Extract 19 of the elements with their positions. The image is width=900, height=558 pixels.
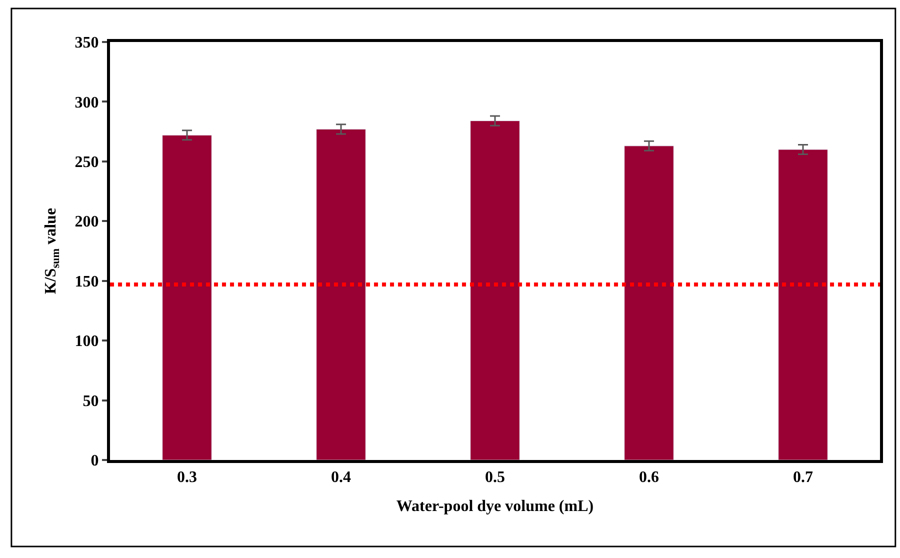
- y-tick-label: 0: [90, 452, 99, 470]
- y-tick-label: 100: [74, 333, 99, 350]
- bar: [316, 128, 366, 460]
- y-tick-label: 250: [74, 154, 99, 172]
- x-tick-label: 0.6: [639, 469, 659, 486]
- bar: [624, 146, 674, 460]
- y-tick-label: 300: [74, 94, 99, 112]
- x-tick-label: 0.3: [177, 469, 197, 486]
- bar: [470, 120, 520, 460]
- x-axis-title: Water-pool dye volume (mL): [396, 498, 594, 515]
- y-tick-label: 350: [74, 34, 99, 52]
- y-tick-label: 150: [74, 273, 99, 290]
- y-tick-label: 200: [74, 214, 99, 231]
- bar: [778, 149, 828, 460]
- bar: [162, 134, 212, 460]
- x-tick-label: 0.5: [485, 469, 505, 486]
- x-tick-label: 0.4: [331, 469, 351, 486]
- y-tick-label: 50: [82, 392, 99, 410]
- x-tick-label: 0.7: [793, 469, 813, 486]
